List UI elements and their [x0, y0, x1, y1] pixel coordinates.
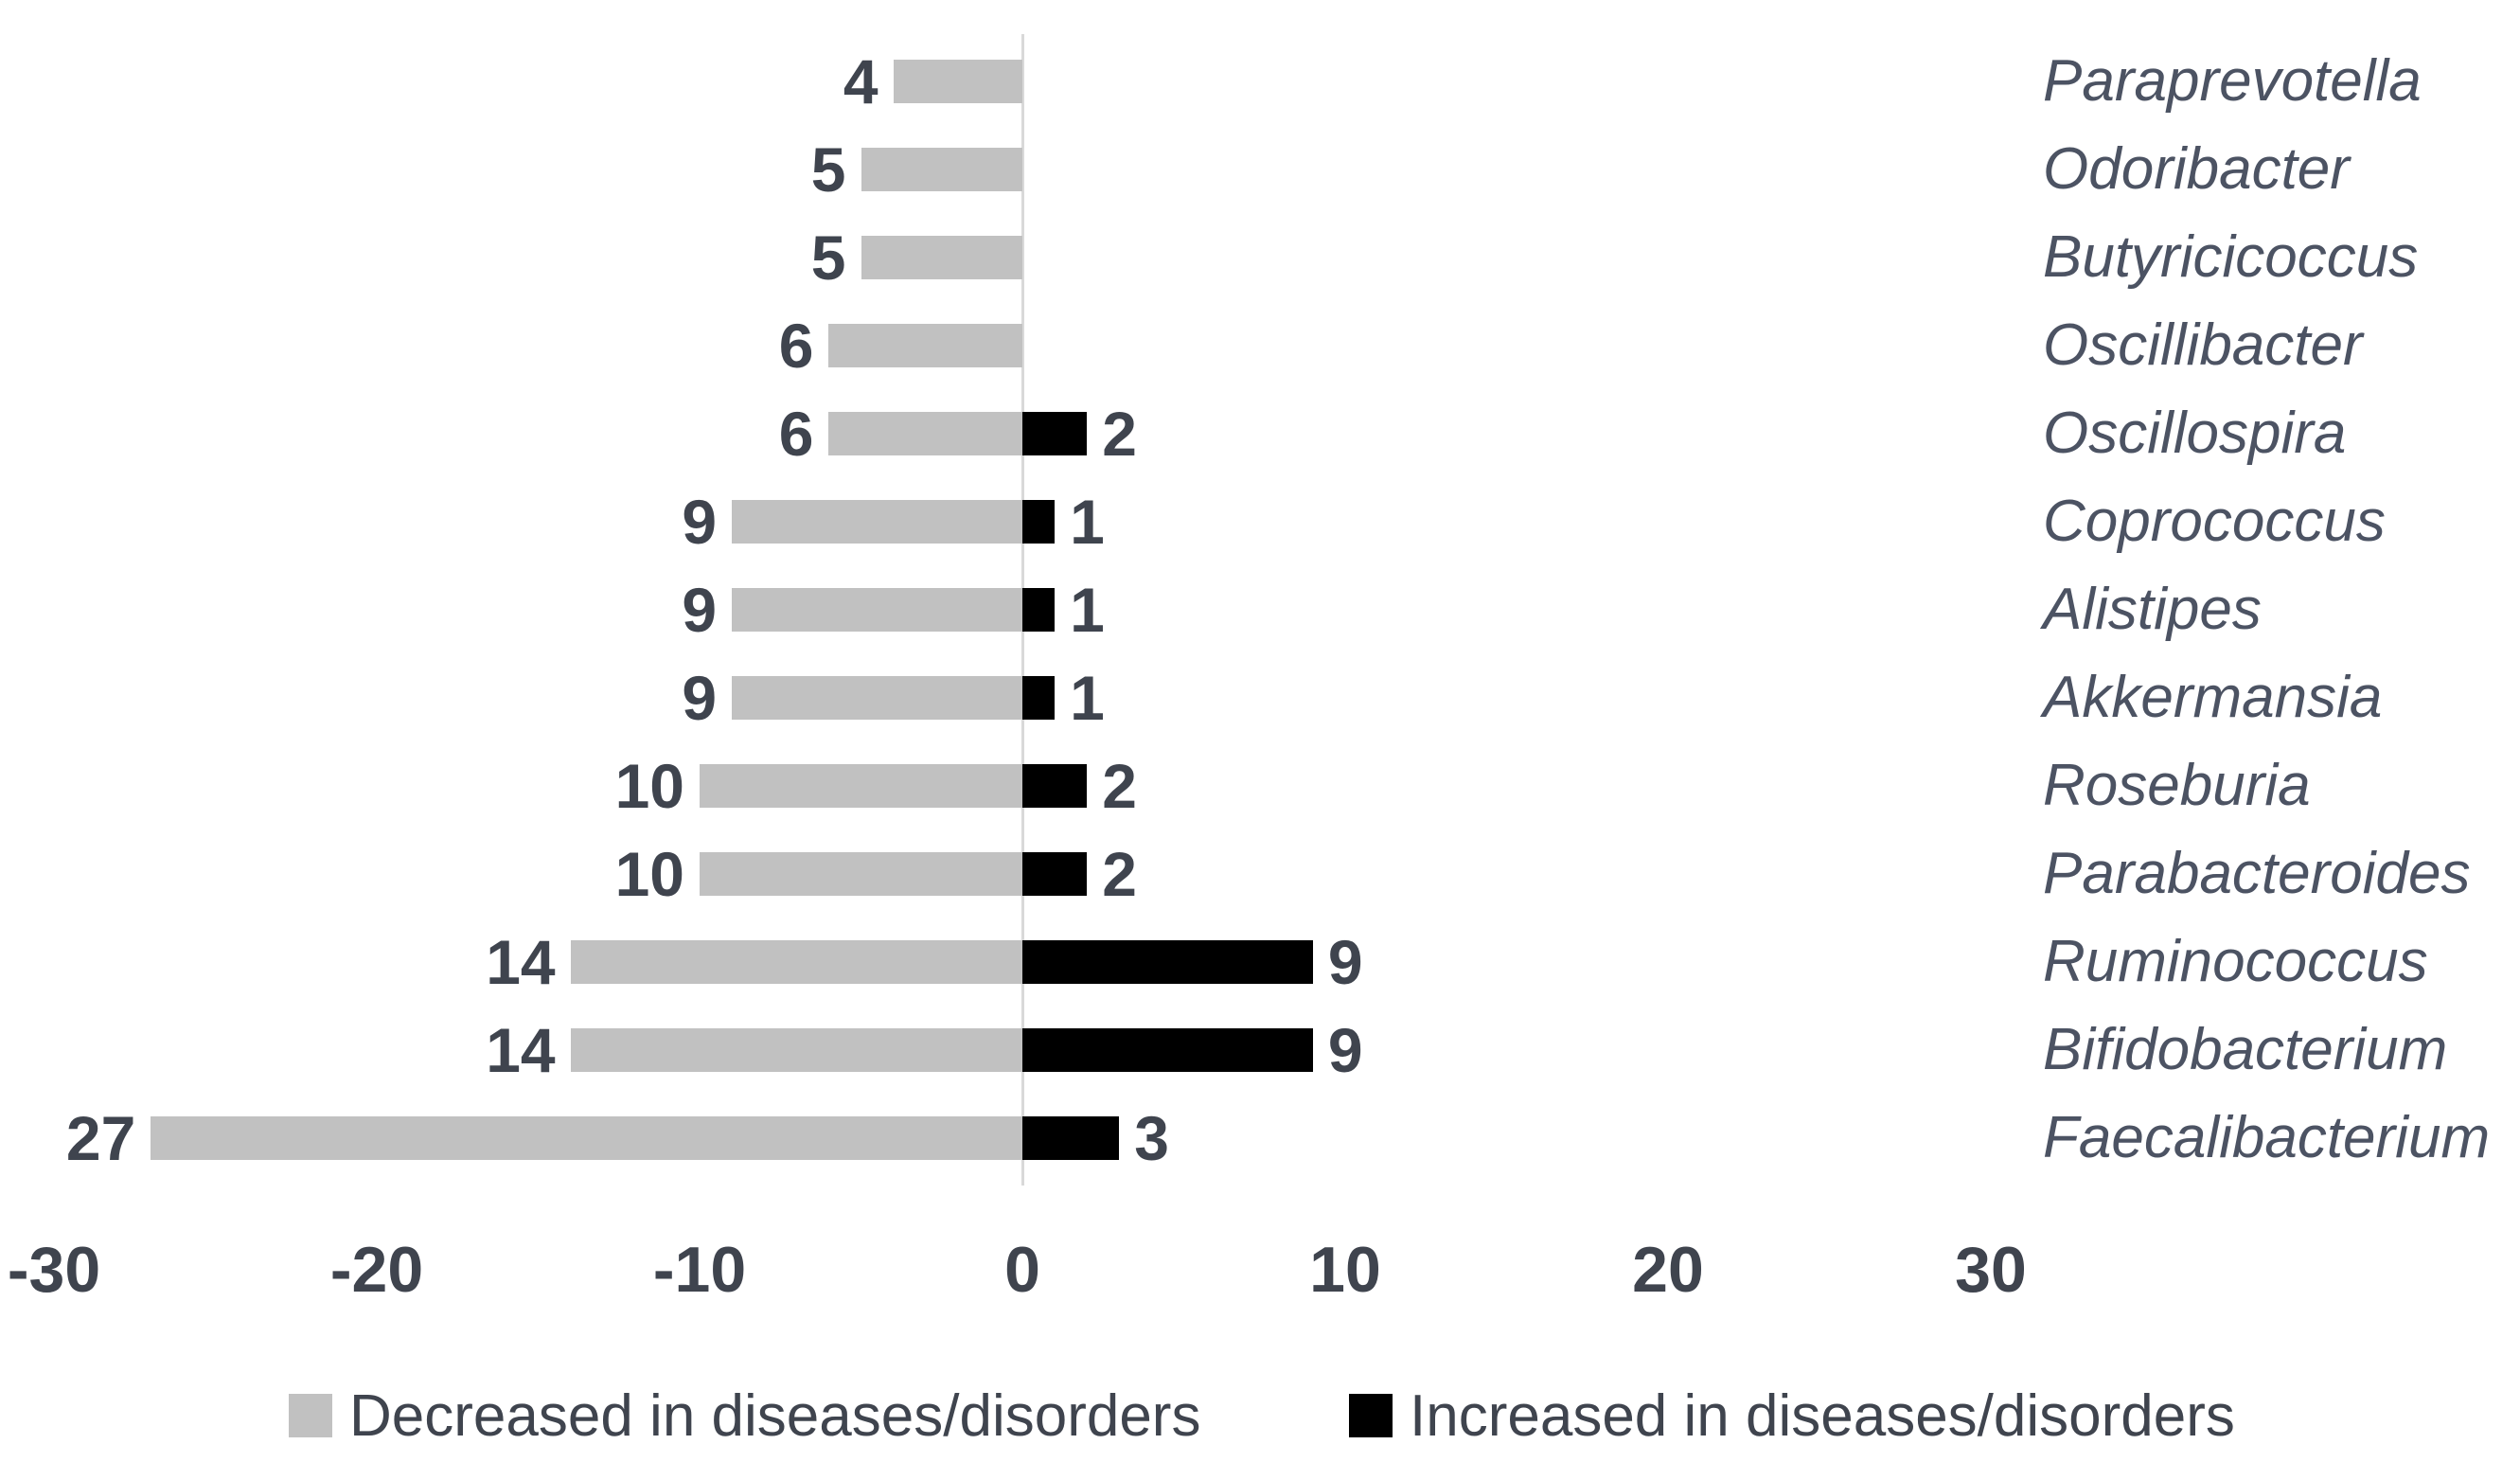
- x-tick-label: 30: [1955, 1234, 2027, 1306]
- decreased-bar: [700, 852, 1022, 896]
- decreased-value-label: 5: [810, 134, 846, 205]
- increased-bar: [1022, 676, 1056, 720]
- increased-value-label: 2: [1102, 839, 1137, 909]
- decreased-bar: [151, 1116, 1022, 1160]
- increased-value-label: 9: [1327, 927, 1363, 997]
- decreased-bar: [732, 676, 1022, 720]
- category-label: Parabacteroides: [2043, 841, 2471, 906]
- decreased-value-label: 27: [65, 1103, 136, 1173]
- category-label: Roseburia: [2043, 753, 2311, 818]
- category-label: Coprococcus: [2043, 489, 2386, 554]
- category-label: Oscillibacter: [2043, 312, 2363, 378]
- increased-value-label: 2: [1102, 751, 1137, 821]
- decreased-bar: [570, 940, 1022, 984]
- legend-item-increased: Increased in diseases/disorders: [1349, 1382, 2235, 1449]
- decreased-bar: [893, 60, 1022, 103]
- increased-value-label: 3: [1134, 1103, 1170, 1173]
- x-tick-label: -10: [652, 1234, 747, 1306]
- category-label: Oscillospira: [2043, 401, 2347, 466]
- x-tick-label: 10: [1309, 1234, 1381, 1306]
- decreased-value-label: 4: [843, 46, 878, 116]
- category-label: Ruminococcus: [2043, 929, 2428, 994]
- decreased-bar: [732, 500, 1022, 544]
- decreased-value-label: 14: [486, 927, 556, 997]
- x-tick-label: -30: [7, 1234, 101, 1306]
- decreased-value-label: 14: [486, 1015, 556, 1085]
- increased-value-label: 1: [1070, 487, 1105, 557]
- increased-bar: [1022, 500, 1056, 544]
- x-tick-label: 0: [1004, 1234, 1040, 1306]
- category-label: Akkermansia: [2043, 665, 2383, 730]
- increased-bar: [1022, 1028, 1313, 1072]
- increased-bar: [1022, 940, 1313, 984]
- increased-value-label: 9: [1327, 1015, 1363, 1085]
- decreased-value-label: 5: [810, 223, 846, 293]
- decreased-bar: [828, 324, 1022, 367]
- decreased-bar: [700, 764, 1022, 808]
- decreased-bar: [861, 236, 1022, 279]
- decreased-value-label: 9: [682, 663, 718, 733]
- increased-value-label: 2: [1102, 399, 1137, 469]
- decreased-value-label: 6: [778, 311, 814, 381]
- category-label: Butyricicoccus: [2043, 224, 2419, 290]
- category-label: Faecalibacterium: [2043, 1105, 2491, 1170]
- category-label: Paraprevotella: [2043, 48, 2422, 114]
- decreased-value-label: 9: [682, 575, 718, 645]
- decreased-value-label: 10: [614, 751, 684, 821]
- increased-value-label: 1: [1070, 575, 1105, 645]
- x-tick-label: 20: [1632, 1234, 1704, 1306]
- increased-legend-swatch: [1349, 1394, 1393, 1437]
- legend-item-decreased: Decreased in diseases/disorders: [289, 1382, 1200, 1449]
- decreased-value-label: 10: [614, 839, 684, 909]
- category-label: Alistipes: [2043, 577, 2262, 642]
- increased-legend-label: Increased in diseases/disorders: [1410, 1382, 2235, 1449]
- decreased-legend-swatch: [289, 1394, 332, 1437]
- category-label: Odoribacter: [2043, 136, 2350, 202]
- category-label: Bifidobacterium: [2043, 1017, 2448, 1082]
- decreased-value-label: 9: [682, 487, 718, 557]
- decreased-bar: [732, 588, 1022, 632]
- increased-bar: [1022, 1116, 1120, 1160]
- decreased-bar: [861, 148, 1022, 191]
- decreased-legend-label: Decreased in diseases/disorders: [349, 1382, 1201, 1449]
- increased-bar: [1022, 588, 1056, 632]
- increased-bar: [1022, 764, 1088, 808]
- decreased-value-label: 6: [778, 399, 814, 469]
- increased-value-label: 1: [1070, 663, 1105, 733]
- increased-bar: [1022, 852, 1088, 896]
- decreased-bar: [570, 1028, 1022, 1072]
- decreased-bar: [828, 412, 1022, 455]
- x-tick-label: -20: [329, 1234, 424, 1306]
- increased-bar: [1022, 412, 1088, 455]
